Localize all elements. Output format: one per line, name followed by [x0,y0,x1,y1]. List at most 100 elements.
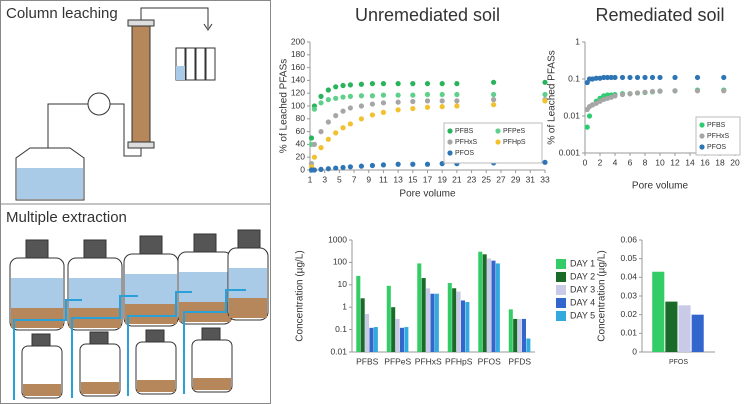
x-tick-label: 12 [670,157,680,167]
y-tick-label: 0.1 [568,73,580,83]
bar [487,258,492,352]
transfer-line [127,291,192,396]
tube [110,103,142,157]
data-point [325,97,331,103]
vial [195,47,206,81]
y-tick-label: 0.01 [330,346,347,356]
bar [678,305,691,352]
y-tick-label: 0.03 [620,290,637,300]
legend-swatch [556,298,566,308]
data-point [318,93,324,99]
x-tick-label: PFPeS [384,356,411,366]
data-point [333,165,339,171]
data-point [593,75,599,81]
bar [491,260,496,352]
legend-label: DAY 2 [570,271,595,281]
x-tick-label: 25 [482,174,492,184]
data-point [369,93,376,99]
data-point [325,136,331,142]
transfer-line [71,295,138,398]
data-point [380,92,387,98]
legend-label: DAY 1 [570,258,595,268]
bottle-liquid [17,168,83,199]
bar [465,302,470,352]
bar [386,285,391,352]
data-point [380,109,387,115]
y-tick-label: 0 [632,346,637,356]
y-axis-label: Concentration (µg/L) [295,250,306,341]
data-point [721,74,727,81]
bar [495,263,500,352]
legend-marker [447,128,453,134]
data-point [325,119,331,125]
bar [652,271,665,352]
x-tick-label: 10 [655,157,665,167]
data-point [347,82,353,88]
data-point [380,162,387,168]
data-point [424,98,431,104]
data-point [439,81,445,87]
data-point [542,91,548,98]
x-tick-label: 5 [337,174,342,184]
data-point [333,84,339,90]
x-tick-label: PFBS [356,356,379,366]
data-point [347,93,353,99]
legend-label: PFHpS [503,139,526,146]
jar-liquid [125,274,177,304]
data-point [358,116,365,122]
y-tick-label: 0.05 [620,253,637,263]
chart-title: Unremediated soil [355,5,500,25]
data-point [347,105,353,111]
vial-soil [23,384,61,396]
data-point [410,92,416,98]
data-point [454,103,460,109]
x-axis-label: Pore volume [632,181,689,192]
data-point [395,92,401,98]
data-point [311,141,318,147]
y-tick-label: 0.01 [620,328,637,338]
data-point [333,95,339,101]
data-point [347,121,353,127]
data-point [340,108,346,114]
bar [460,300,465,352]
column-cap [127,19,155,27]
x-tick-label: 27 [496,174,506,184]
legend-marker [699,133,705,139]
jar-liquid [69,278,121,308]
data-point [619,91,626,98]
y-tick-label: 0 [300,164,305,174]
bar [399,327,404,352]
data-point [649,74,656,81]
data-point [586,113,593,119]
legend-marker [699,144,705,150]
jar-liquid [229,268,267,298]
y-tick-label: 0.06 [620,234,637,244]
vial-liquid [176,66,185,80]
data-point [604,74,611,81]
legend-swatch [556,311,566,321]
bar [391,307,396,352]
x-tick-label: 14 [685,157,695,167]
data-point [601,74,607,81]
data-point [542,159,548,165]
data-point [439,98,445,104]
bar [430,293,435,352]
x-tick-label: 9 [366,174,371,184]
data-point [439,161,445,167]
data-point [490,91,497,98]
x-tick-label: 20 [730,157,740,167]
legend-label: DAY 5 [570,310,595,320]
x-tick-label: 23 [467,174,477,184]
legend-label: PFHxS [707,133,730,140]
data-point [657,88,663,94]
y-tick-label: 60 [296,126,306,136]
x-tick-label: 2 [598,157,603,167]
data-point [311,167,318,173]
x-tick-label: 1 [308,174,313,184]
jar-soil [229,298,267,318]
x-axis-label: Pore volume [399,189,456,200]
jar-cap [25,239,49,259]
bar [691,314,704,352]
arrow [203,23,213,31]
data-point [410,105,416,112]
